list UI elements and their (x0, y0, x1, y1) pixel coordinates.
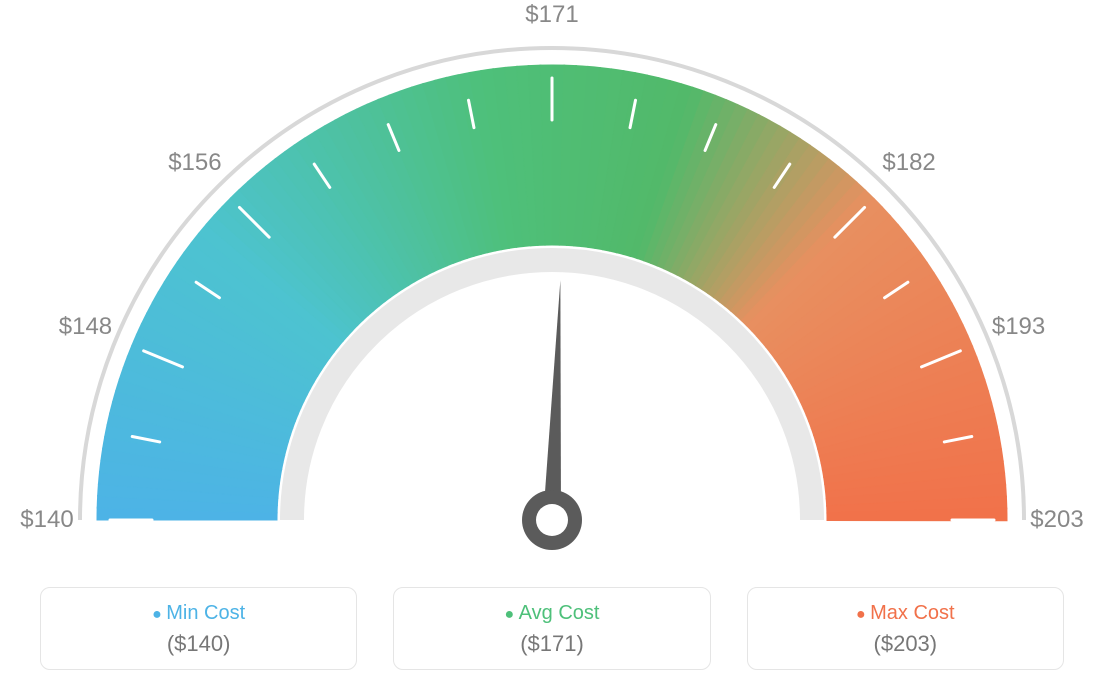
legend-min-value: ($140) (51, 631, 346, 657)
legend-card-min: Min Cost ($140) (40, 587, 357, 670)
legend-max-value: ($203) (758, 631, 1053, 657)
legend-avg-label: Avg Cost (404, 602, 699, 625)
gauge-tick-label: $148 (59, 313, 112, 341)
gauge-tick-label: $203 (1030, 506, 1083, 534)
gauge-svg (0, 0, 1104, 560)
gauge-tick-label: $140 (20, 506, 73, 534)
legend-min-label: Min Cost (51, 602, 346, 625)
gauge-tick-label: $171 (525, 1, 578, 29)
legend-avg-value: ($171) (404, 631, 699, 657)
gauge-chart: $140 $148 $156 $171 $182 $193 $203 (0, 0, 1104, 560)
gauge-tick-label: $193 (992, 313, 1045, 341)
gauge-tick-label: $156 (168, 149, 221, 177)
legend-row: Min Cost ($140) Avg Cost ($171) Max Cost… (0, 587, 1104, 670)
legend-max-label: Max Cost (758, 602, 1053, 625)
gauge-tick-label: $182 (882, 149, 935, 177)
legend-card-avg: Avg Cost ($171) (393, 587, 710, 670)
legend-card-max: Max Cost ($203) (747, 587, 1064, 670)
